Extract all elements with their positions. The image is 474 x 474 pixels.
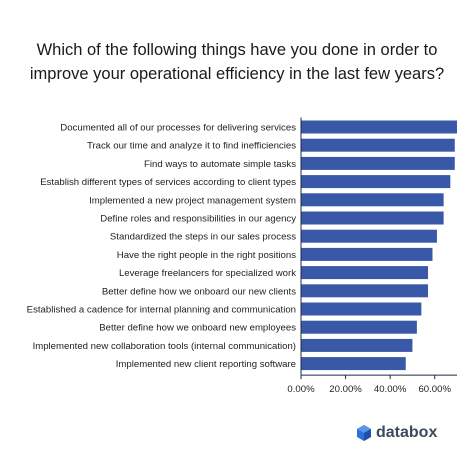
bar-8 bbox=[301, 247, 433, 261]
bars-layer bbox=[301, 120, 457, 371]
bar-11 bbox=[301, 302, 422, 316]
category-label-8: Have the right people in the right posit… bbox=[117, 250, 296, 261]
bar-13 bbox=[301, 338, 413, 352]
category-label-11: Established a cadence for internal plann… bbox=[27, 305, 296, 316]
category-label-1: Documented all of our processes for deli… bbox=[60, 123, 296, 134]
x-tick-label-3: 40.00% bbox=[374, 384, 407, 395]
brand-logo: databox bbox=[357, 424, 437, 442]
x-tick-label-4: 60.00% bbox=[418, 384, 451, 395]
category-label-6: Define roles and responsibilities in our… bbox=[100, 214, 296, 225]
brand-name: databox bbox=[376, 424, 438, 441]
databox-logo-icon bbox=[357, 425, 371, 441]
bar-6 bbox=[301, 211, 444, 225]
axis-layer: 0.00% 20.00% 40.00% 60.00% bbox=[287, 117, 457, 395]
category-label-4: Establish different types of services ac… bbox=[40, 177, 296, 188]
category-label-13: Implemented new collaboration tools (int… bbox=[33, 341, 296, 352]
category-label-10: Better define how we onboard our new cli… bbox=[102, 286, 296, 297]
chart-title-line-1: Which of the following things have you d… bbox=[36, 41, 438, 59]
bar-12 bbox=[301, 320, 417, 334]
category-label-9: Leverage freelancers for specialized wor… bbox=[119, 268, 296, 279]
category-label-7: Standardized the steps in our sales proc… bbox=[110, 232, 296, 243]
category-labels-layer: Documented all of our processes for deli… bbox=[27, 123, 297, 371]
chart-title-line-2: improve your operational efficiency in t… bbox=[29, 65, 445, 83]
category-label-12: Better define how we onboard new employe… bbox=[99, 323, 296, 334]
x-tick-label-2: 20.00% bbox=[329, 384, 362, 395]
category-label-2: Track our time and analyze it to find in… bbox=[87, 141, 296, 152]
bar-4 bbox=[301, 175, 451, 189]
bar-2 bbox=[301, 138, 455, 152]
bar-1 bbox=[301, 120, 457, 134]
bar-3 bbox=[301, 156, 455, 170]
bar-7 bbox=[301, 229, 437, 243]
bar-14 bbox=[301, 357, 406, 371]
category-label-14: Implemented new client reporting softwar… bbox=[116, 359, 296, 370]
category-label-5: Implemented a new project management sys… bbox=[89, 195, 296, 206]
x-tick-label-1: 0.00% bbox=[287, 384, 315, 395]
chart-title: Which of the following things have you d… bbox=[0, 38, 474, 86]
category-label-3: Find ways to automate simple tasks bbox=[144, 159, 296, 170]
bar-9 bbox=[301, 266, 429, 280]
bar-10 bbox=[301, 284, 429, 298]
bar-5 bbox=[301, 193, 444, 207]
